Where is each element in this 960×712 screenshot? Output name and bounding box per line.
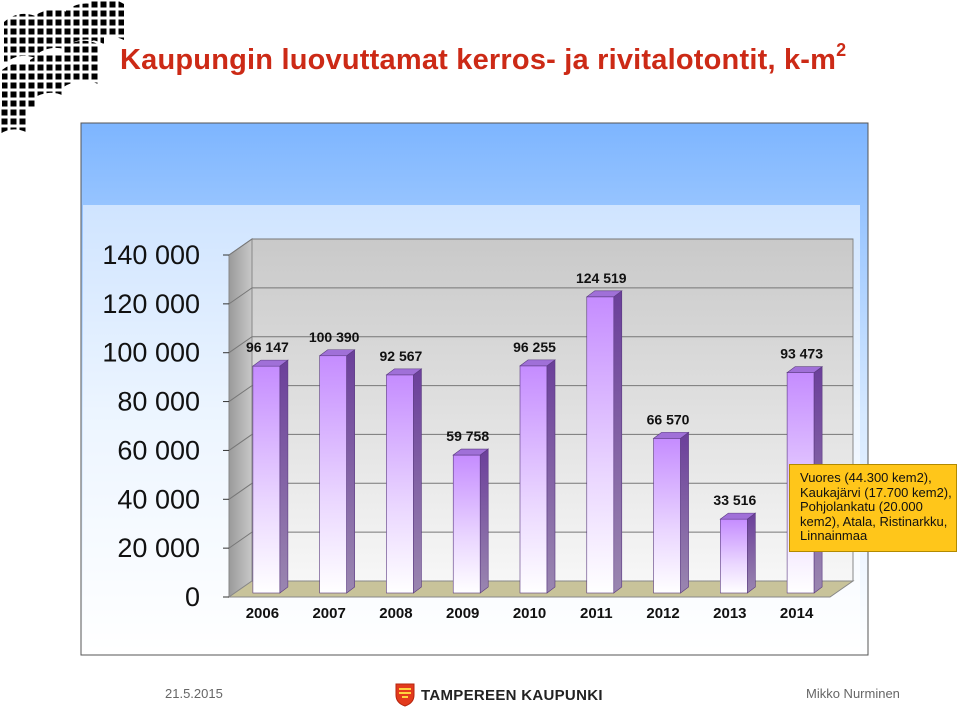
bar <box>720 518 748 594</box>
bar-side <box>680 431 689 594</box>
y-tick-label: 100 000 <box>102 338 200 368</box>
bar-value-label: 96 147 <box>246 339 289 355</box>
bar-value-label: 100 390 <box>309 329 360 345</box>
bar <box>586 296 615 594</box>
bar-cap <box>452 448 490 456</box>
y-tick-label: 20 000 <box>117 533 200 563</box>
bar-cap <box>652 432 690 439</box>
bar-side <box>546 359 556 594</box>
x-category-label: 2010 <box>513 605 546 622</box>
bar-cap <box>251 359 289 367</box>
city-logo-pattern <box>0 0 124 134</box>
x-category-label: 2013 <box>713 605 746 622</box>
y-tick-label: 120 000 <box>102 289 200 319</box>
y-tick-label: 60 000 <box>117 435 200 465</box>
bar <box>386 374 414 594</box>
footer-org-name: TAMPEREEN KAUPUNKI <box>421 686 603 704</box>
x-category-label: 2006 <box>246 605 279 622</box>
bar-value-label: 66 570 <box>647 411 690 427</box>
bar-value-label: 33 516 <box>713 492 756 508</box>
gridline <box>228 336 853 354</box>
x-category-label: 2007 <box>312 605 345 622</box>
bar-cap <box>585 290 623 298</box>
slide-title-text: Kaupungin luovuttamat kerros- ja rivital… <box>120 44 837 76</box>
gridline <box>228 238 853 256</box>
x-category-label: 2009 <box>446 605 479 622</box>
bar-side <box>613 290 623 594</box>
gridline <box>228 482 853 500</box>
bar-value-label: 92 567 <box>380 348 423 364</box>
y-tick-label: 140 000 <box>102 240 200 270</box>
bar-value-label: 124 519 <box>576 270 627 286</box>
gridline <box>228 531 853 549</box>
shield-icon <box>395 683 415 707</box>
bar-cap <box>318 349 356 357</box>
x-category-label: 2014 <box>780 605 814 622</box>
x-category-label: 2011 <box>580 605 613 622</box>
bar-cap <box>786 366 824 373</box>
bar-value-label: 93 473 <box>780 346 823 362</box>
y-tick-label: 40 000 <box>117 484 200 514</box>
bar-cap <box>385 368 423 376</box>
bar-side <box>279 359 289 594</box>
footer-org-logo: TAMPEREEN KAUPUNKI <box>395 681 603 709</box>
chart-callout-note: Vuores (44.300 kem2), Kaukajärvi (17.700… <box>789 464 957 552</box>
slide-title: Kaupungin luovuttamat kerros- ja rivital… <box>120 40 846 77</box>
x-category-label: 2008 <box>379 605 412 622</box>
gridline <box>228 433 853 451</box>
bar <box>252 365 281 594</box>
bar-value-label: 59 758 <box>446 428 489 444</box>
gridline <box>228 287 853 305</box>
bar <box>319 355 347 594</box>
bar-side <box>479 448 489 594</box>
gridline <box>228 385 853 402</box>
slide-title-superscript: 2 <box>836 40 847 60</box>
chart-side-wall <box>228 238 253 598</box>
bar <box>452 454 481 594</box>
bar-side <box>346 349 355 594</box>
bar-side <box>413 368 422 594</box>
footer-date: 21.5.2015 <box>165 686 223 701</box>
y-tick-label: 0 <box>185 582 200 612</box>
y-tick-label: 80 000 <box>117 387 200 417</box>
bar-cap <box>719 512 757 520</box>
bar <box>653 438 681 594</box>
bar-value-label: 96 255 <box>513 339 556 355</box>
bar <box>519 365 548 594</box>
bar-side <box>747 512 756 594</box>
bar-cap <box>519 359 556 367</box>
x-category-label: 2012 <box>646 605 679 622</box>
footer-author: Mikko Nurminen <box>806 686 900 701</box>
